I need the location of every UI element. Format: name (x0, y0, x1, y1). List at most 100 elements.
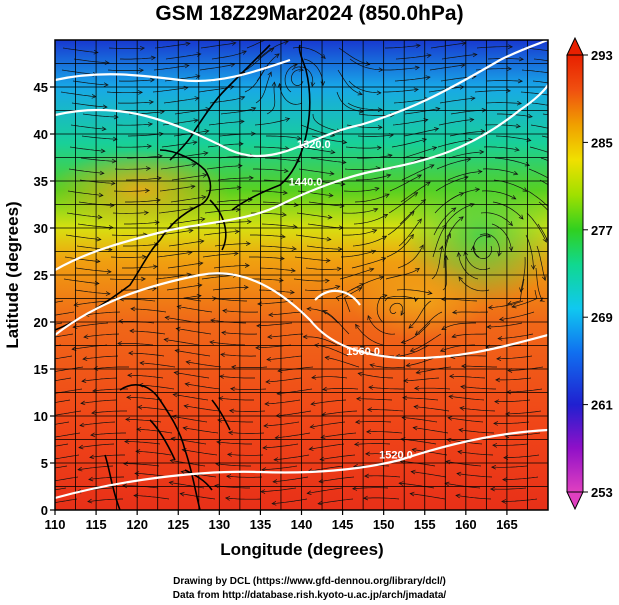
streamline-arrowhead (507, 44, 513, 50)
streamline-arrowhead (329, 171, 335, 176)
streamline-arrowhead (352, 486, 358, 491)
streamline (491, 465, 528, 468)
streamline (527, 190, 548, 207)
streamline-arrowhead (230, 386, 236, 392)
streamline (164, 75, 200, 82)
streamline-arrowhead (459, 192, 465, 197)
streamline-arrowhead (475, 187, 481, 192)
streamline-arrowhead (182, 426, 188, 431)
streamline (366, 431, 403, 434)
streamline (352, 487, 389, 490)
streamline-arrowhead (145, 166, 151, 171)
streamline-arrowhead (246, 219, 252, 225)
streamline (55, 322, 63, 325)
streamline (299, 146, 335, 153)
streamline-arrowhead (466, 157, 472, 162)
streamline (473, 235, 491, 258)
streamline (441, 322, 476, 330)
streamline-arrowhead (337, 246, 343, 252)
streamline-arrowhead (113, 114, 119, 120)
streamline (113, 190, 150, 192)
streamline-arrowhead (518, 214, 524, 220)
streamline (345, 146, 382, 149)
streamline (55, 443, 69, 447)
streamline (129, 330, 166, 335)
streamline-arrowhead (561, 129, 565, 133)
streamline (391, 138, 427, 148)
streamline (74, 289, 111, 295)
streamline-arrowhead (434, 127, 440, 132)
streamline (173, 394, 209, 401)
streamline (342, 208, 378, 214)
streamline (531, 102, 548, 106)
streamline-arrowhead (421, 199, 426, 204)
streamline-arrowhead (83, 334, 89, 339)
streamline-arrowhead (527, 113, 533, 119)
streamline (337, 69, 363, 95)
streamline-arrowhead (244, 263, 250, 268)
streamline-arrowhead (355, 419, 361, 425)
streamline (67, 190, 103, 196)
streamline-arrowhead (439, 245, 444, 251)
streamline (216, 441, 252, 445)
streamline-arrowhead (127, 372, 133, 378)
streamline-arrowhead (446, 232, 451, 239)
streamline (482, 168, 518, 175)
x-tick-label: 155 (414, 517, 436, 532)
streamline-arrowhead (442, 223, 447, 230)
streamline-arrowhead (439, 347, 446, 352)
streamline-arrowhead (125, 417, 131, 422)
colorbar-tick-label: 293 (591, 48, 613, 63)
streamline (444, 216, 464, 247)
streamline-arrowhead (204, 129, 210, 134)
streamline (244, 65, 268, 93)
streamline-arrowhead (193, 118, 199, 123)
streamline (217, 177, 254, 181)
streamline-arrowhead (156, 176, 162, 181)
streamline (128, 352, 165, 357)
streamline (506, 388, 543, 393)
streamline (60, 91, 96, 98)
streamline (127, 374, 164, 379)
streamline (495, 377, 532, 381)
streamline-arrowhead (327, 214, 333, 220)
streamline-arrowhead (255, 345, 261, 351)
streamline (415, 311, 443, 335)
streamline-arrowhead (222, 308, 228, 314)
streamline (533, 58, 548, 62)
streamline (78, 443, 115, 448)
streamline-arrowhead (150, 55, 156, 61)
streamline-arrowhead (479, 149, 485, 155)
streamline-arrowhead (409, 491, 415, 497)
streamline-arrowhead (411, 447, 417, 453)
streamline-arrowhead (551, 251, 555, 256)
streamline (376, 294, 387, 324)
streamline (320, 454, 356, 460)
streamline-arrowhead (458, 216, 464, 221)
contour-label: 1520.0 (379, 449, 413, 461)
streamline-arrowhead (88, 476, 94, 482)
streamline-arrowhead (168, 480, 174, 486)
colorbar-tick-label: 261 (591, 398, 613, 413)
streamline (310, 157, 346, 163)
streamline-arrowhead (421, 137, 428, 143)
streamline (450, 355, 486, 358)
streamline (215, 221, 252, 225)
streamline-arrowhead (496, 356, 502, 362)
y-axis-label: Latitude (degrees) (3, 201, 22, 348)
streamline-arrowhead (48, 370, 52, 374)
streamline (153, 65, 189, 71)
streamline (55, 465, 68, 469)
streamline-arrowhead (169, 458, 175, 464)
streamline (186, 361, 222, 368)
streamline (159, 185, 195, 192)
streamline-arrowhead (501, 499, 507, 504)
streamline-arrowhead (27, 326, 31, 330)
streamline (486, 80, 523, 82)
y-tick-label: 25 (34, 268, 48, 283)
streamline (297, 190, 333, 197)
streamline-arrowhead (328, 193, 334, 198)
streamline (298, 168, 334, 175)
streamline-arrowhead (449, 373, 455, 379)
streamline (267, 333, 304, 338)
